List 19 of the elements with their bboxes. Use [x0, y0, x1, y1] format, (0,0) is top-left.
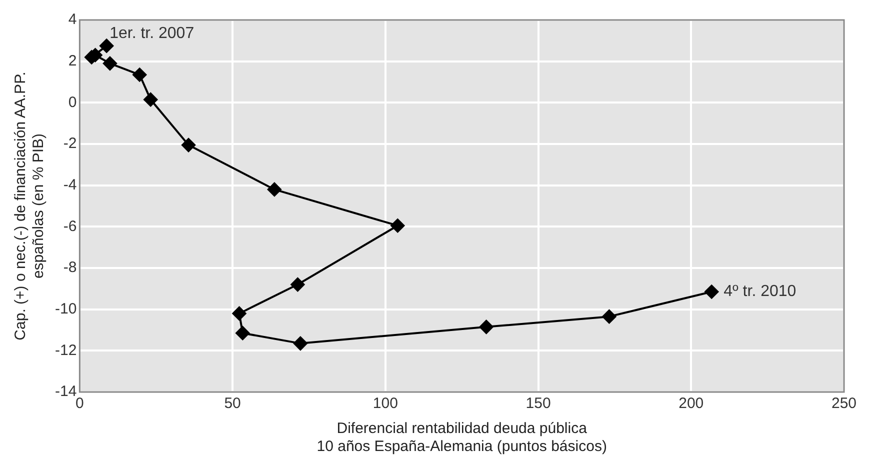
y-tick-label: -14 — [54, 383, 77, 400]
y-tick-label: -12 — [54, 342, 77, 359]
x-tick-label: 50 — [224, 395, 241, 412]
annotation: 1er. tr. 2007 — [110, 25, 194, 42]
y-tick-label: 0 — [68, 94, 77, 111]
x-tick-label: 150 — [526, 395, 551, 412]
y-tick-label: -4 — [63, 176, 77, 194]
annotation: 4º tr. 2010 — [724, 283, 796, 300]
x-tick-label: 100 — [372, 395, 398, 412]
y-axis-title: Cap. (+) o nec.(-) de financiación AA.PP. españolas (en % PIB) — [12, 72, 48, 340]
x-tick-label: 200 — [678, 395, 704, 412]
y-tick-label: -8 — [63, 259, 77, 276]
y-tick-label: -6 — [63, 218, 77, 235]
x-tick-label: 250 — [831, 395, 857, 412]
x-axis-title: Diferencial rentabilidad deuda pública 10 años España-Alemania (puntos básicos) — [316, 420, 607, 456]
y-tick-label: -2 — [63, 135, 77, 152]
y-tick-label: 4 — [68, 11, 77, 28]
y-tick-label: 2 — [68, 52, 77, 70]
y-tick-label: -10 — [54, 300, 77, 318]
